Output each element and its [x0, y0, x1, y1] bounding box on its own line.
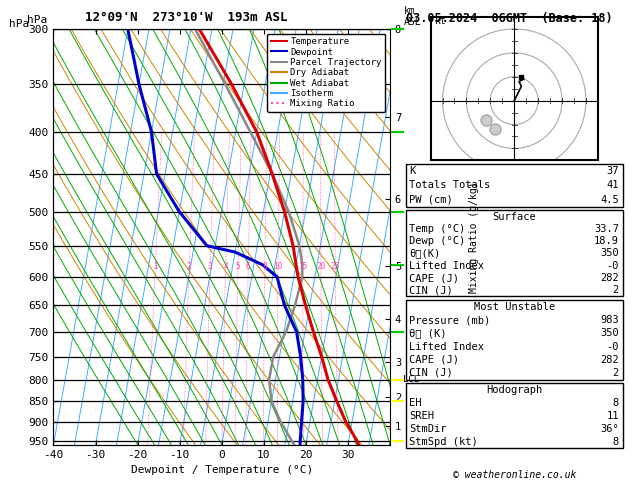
Text: StmDir: StmDir: [409, 424, 447, 434]
Text: PW (cm): PW (cm): [409, 194, 454, 205]
Text: 33.7: 33.7: [594, 224, 619, 234]
Text: 5: 5: [236, 262, 240, 271]
Text: Surface: Surface: [493, 211, 536, 222]
Text: 350: 350: [600, 329, 619, 338]
Text: LCL: LCL: [403, 375, 420, 384]
Text: 4: 4: [223, 262, 228, 271]
Text: CAPE (J): CAPE (J): [409, 273, 459, 283]
Text: 03.05.2024  06GMT  (Base: 18): 03.05.2024 06GMT (Base: 18): [406, 12, 612, 25]
Text: 983: 983: [600, 315, 619, 325]
Text: -0: -0: [606, 260, 619, 271]
Text: km
ASL: km ASL: [403, 6, 421, 27]
Text: θᴇ (K): θᴇ (K): [409, 329, 447, 338]
Text: EH: EH: [409, 398, 422, 408]
Text: 6: 6: [246, 262, 250, 271]
Text: 10: 10: [274, 262, 282, 271]
Text: kt: kt: [435, 16, 447, 26]
Text: 37: 37: [606, 166, 619, 176]
Text: 3: 3: [208, 262, 213, 271]
Text: Totals Totals: Totals Totals: [409, 180, 491, 191]
Text: 41: 41: [606, 180, 619, 191]
Text: 12°09'N  273°10'W  193m ASL: 12°09'N 273°10'W 193m ASL: [85, 11, 287, 24]
Text: hPa: hPa: [9, 19, 30, 30]
Text: 8: 8: [613, 436, 619, 447]
Text: 282: 282: [600, 273, 619, 283]
Text: CAPE (J): CAPE (J): [409, 355, 459, 365]
Text: hPa: hPa: [26, 15, 47, 25]
Text: Most Unstable: Most Unstable: [474, 302, 555, 312]
Text: 36°: 36°: [600, 424, 619, 434]
Text: 282: 282: [600, 355, 619, 365]
Text: CIN (J): CIN (J): [409, 285, 454, 295]
Text: SREH: SREH: [409, 411, 435, 421]
Legend: Temperature, Dewpoint, Parcel Trajectory, Dry Adiabat, Wet Adiabat, Isotherm, Mi: Temperature, Dewpoint, Parcel Trajectory…: [267, 34, 386, 112]
Text: 2: 2: [613, 368, 619, 378]
Text: 8: 8: [613, 398, 619, 408]
Text: Dewp (°C): Dewp (°C): [409, 236, 465, 246]
Text: Mixing Ratio (g/kg): Mixing Ratio (g/kg): [469, 181, 479, 293]
Text: 15: 15: [298, 262, 308, 271]
Text: StmSpd (kt): StmSpd (kt): [409, 436, 478, 447]
Text: 2: 2: [187, 262, 191, 271]
Text: Temp (°C): Temp (°C): [409, 224, 465, 234]
Text: Lifted Index: Lifted Index: [409, 260, 484, 271]
Text: CIN (J): CIN (J): [409, 368, 454, 378]
Text: 20: 20: [316, 262, 326, 271]
Text: 4.5: 4.5: [600, 194, 619, 205]
Text: © weatheronline.co.uk: © weatheronline.co.uk: [452, 470, 576, 480]
Text: K: K: [409, 166, 416, 176]
Text: 1: 1: [153, 262, 157, 271]
Text: 18.9: 18.9: [594, 236, 619, 246]
X-axis label: Dewpoint / Temperature (°C): Dewpoint / Temperature (°C): [131, 465, 313, 475]
Text: 11: 11: [606, 411, 619, 421]
Text: θᴇ(K): θᴇ(K): [409, 248, 441, 259]
Text: 2: 2: [613, 285, 619, 295]
Text: 8: 8: [262, 262, 267, 271]
Text: Hodograph: Hodograph: [486, 385, 542, 395]
Text: 25: 25: [331, 262, 340, 271]
Text: 350: 350: [600, 248, 619, 259]
Text: -0: -0: [606, 342, 619, 351]
Text: Lifted Index: Lifted Index: [409, 342, 484, 351]
Text: Pressure (mb): Pressure (mb): [409, 315, 491, 325]
